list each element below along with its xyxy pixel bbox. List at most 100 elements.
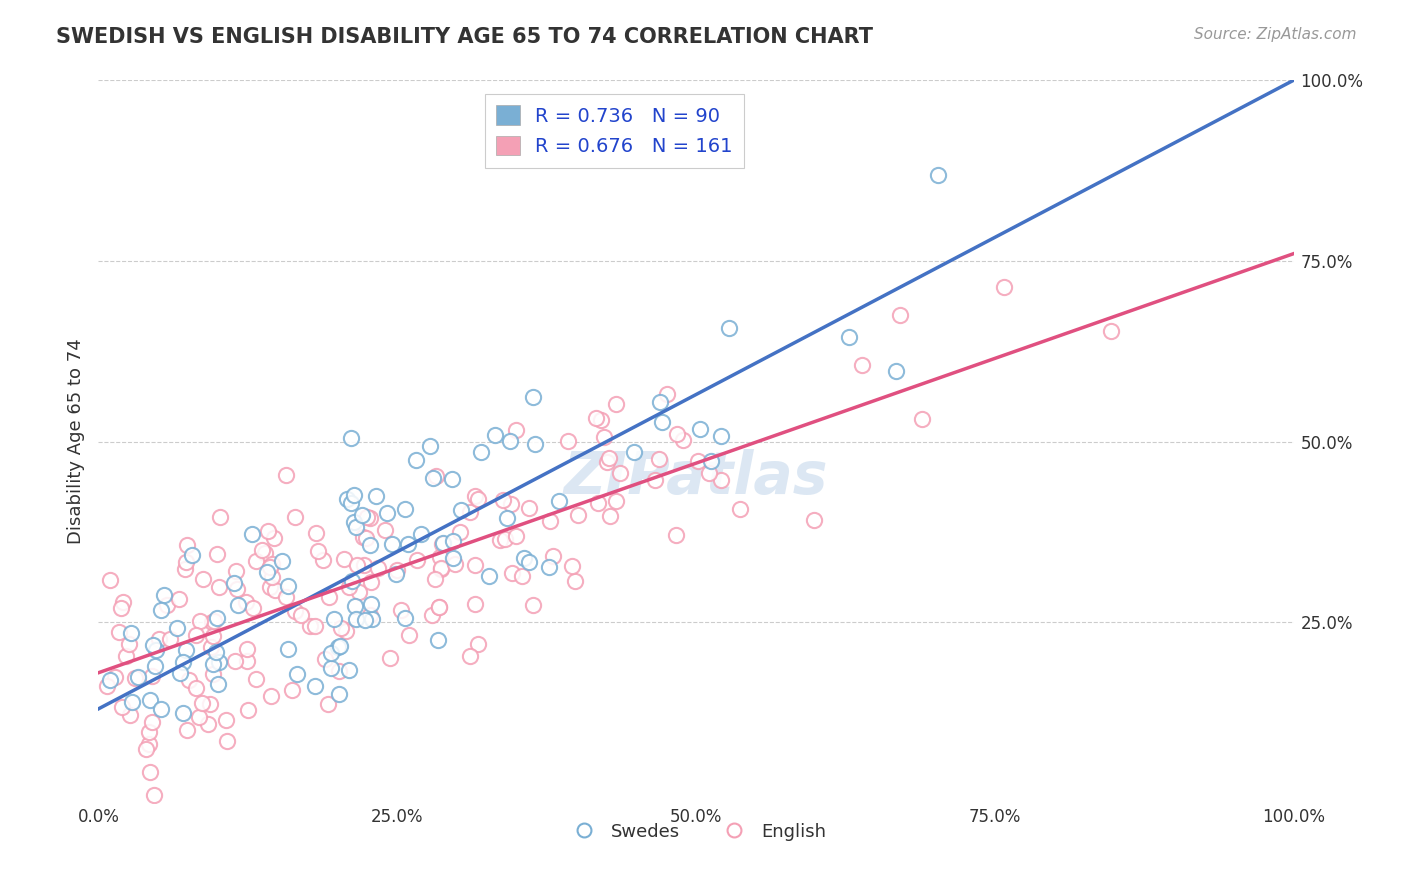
Point bbox=[197, 717, 219, 731]
Point bbox=[205, 547, 228, 561]
Point bbox=[598, 450, 620, 465]
Point bbox=[337, 580, 360, 594]
Point bbox=[139, 693, 162, 707]
Point bbox=[179, 673, 201, 688]
Point bbox=[538, 514, 561, 528]
Point bbox=[367, 561, 389, 575]
Point bbox=[204, 644, 226, 658]
Point bbox=[838, 330, 860, 344]
Point bbox=[541, 549, 564, 564]
Point bbox=[316, 697, 339, 711]
Point bbox=[252, 542, 274, 557]
Point bbox=[208, 580, 231, 594]
Point bbox=[356, 510, 378, 524]
Point bbox=[492, 492, 515, 507]
Point bbox=[318, 590, 340, 604]
Point bbox=[172, 706, 194, 720]
Point bbox=[201, 657, 224, 671]
Point bbox=[391, 603, 413, 617]
Point bbox=[596, 454, 619, 468]
Point bbox=[142, 788, 165, 802]
Point bbox=[432, 536, 454, 550]
Point bbox=[181, 548, 204, 562]
Point bbox=[360, 612, 382, 626]
Point bbox=[336, 492, 359, 507]
Point bbox=[488, 533, 510, 547]
Point bbox=[135, 741, 157, 756]
Point bbox=[359, 511, 381, 525]
Point bbox=[285, 667, 308, 681]
Point bbox=[592, 430, 614, 444]
Point bbox=[422, 471, 444, 485]
Point bbox=[169, 665, 191, 680]
Point bbox=[340, 574, 363, 588]
Point bbox=[259, 580, 281, 594]
Point bbox=[470, 445, 492, 459]
Point bbox=[215, 713, 238, 727]
Point bbox=[262, 557, 284, 571]
Point bbox=[312, 553, 335, 567]
Point bbox=[505, 424, 527, 438]
Point bbox=[305, 525, 328, 540]
Point bbox=[699, 466, 721, 480]
Point bbox=[449, 525, 471, 540]
Point bbox=[354, 613, 377, 627]
Point bbox=[174, 642, 197, 657]
Point bbox=[284, 510, 307, 524]
Point bbox=[323, 612, 346, 626]
Point bbox=[110, 600, 132, 615]
Point bbox=[304, 680, 326, 694]
Point bbox=[394, 611, 416, 625]
Point bbox=[374, 523, 396, 537]
Point bbox=[464, 489, 486, 503]
Point bbox=[226, 598, 249, 612]
Point bbox=[467, 492, 489, 507]
Point bbox=[356, 531, 378, 545]
Point bbox=[111, 700, 134, 714]
Point bbox=[450, 503, 472, 517]
Point bbox=[149, 702, 172, 716]
Point bbox=[730, 502, 752, 516]
Point bbox=[609, 466, 631, 480]
Point bbox=[148, 632, 170, 646]
Point bbox=[259, 560, 281, 574]
Point bbox=[202, 614, 225, 628]
Point bbox=[339, 431, 361, 445]
Point bbox=[332, 552, 354, 566]
Point bbox=[561, 558, 583, 573]
Point bbox=[1099, 324, 1122, 338]
Point bbox=[224, 654, 246, 668]
Point bbox=[427, 633, 450, 648]
Point bbox=[242, 527, 264, 541]
Point bbox=[464, 558, 486, 573]
Point bbox=[118, 708, 141, 723]
Point bbox=[277, 642, 299, 657]
Point bbox=[142, 638, 165, 652]
Text: SWEDISH VS ENGLISH DISABILITY AGE 65 TO 74 CORRELATION CHART: SWEDISH VS ENGLISH DISABILITY AGE 65 TO … bbox=[56, 27, 873, 46]
Point bbox=[564, 574, 586, 589]
Point bbox=[360, 574, 382, 589]
Point bbox=[298, 619, 321, 633]
Point bbox=[176, 555, 198, 569]
Point bbox=[510, 568, 533, 582]
Point bbox=[458, 505, 481, 519]
Point bbox=[586, 496, 609, 510]
Point bbox=[202, 667, 225, 681]
Point bbox=[343, 599, 366, 613]
Point bbox=[225, 582, 247, 596]
Point bbox=[150, 603, 173, 617]
Point bbox=[409, 526, 432, 541]
Point bbox=[648, 395, 671, 409]
Point bbox=[537, 560, 560, 574]
Point bbox=[172, 655, 194, 669]
Point bbox=[517, 500, 540, 515]
Point bbox=[263, 531, 285, 545]
Point bbox=[505, 529, 527, 543]
Point bbox=[328, 687, 350, 701]
Point bbox=[501, 566, 523, 580]
Point bbox=[441, 533, 464, 548]
Point bbox=[191, 696, 214, 710]
Point bbox=[145, 643, 167, 657]
Point bbox=[441, 472, 464, 486]
Point bbox=[644, 473, 666, 487]
